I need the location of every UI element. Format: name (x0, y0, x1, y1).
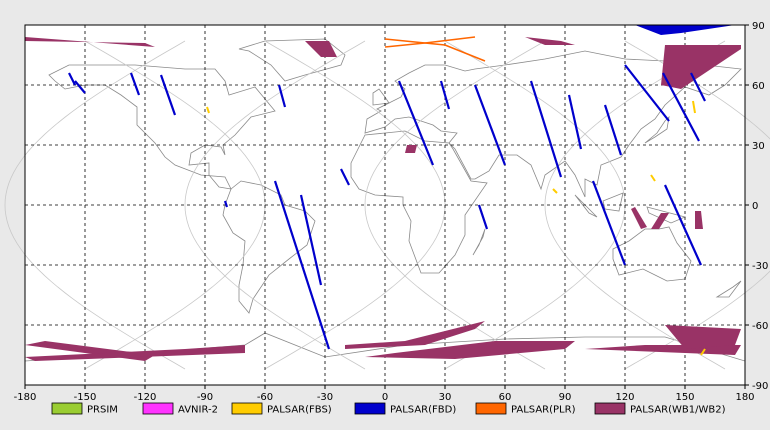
swath-wb (661, 45, 741, 89)
y-tick-label: 60 (752, 81, 765, 92)
y-tick-label: 0 (752, 201, 758, 212)
swath-wb (631, 207, 647, 229)
swath-fbd (662, 72, 700, 142)
y-tick-label: -60 (752, 321, 768, 332)
swath-fbd (397, 80, 435, 166)
orbit-track (184, 40, 366, 370)
swath-fbd (567, 94, 583, 150)
swath-fbd (439, 80, 451, 110)
legend-label: PALSAR(FBD) (390, 405, 456, 416)
swath-fbd (635, 25, 735, 35)
coastline-outline (646, 206, 687, 224)
swath-fbd (74, 80, 86, 94)
coastline-outline (472, 228, 486, 256)
orbit-track (364, 40, 546, 370)
x-tick-label: 90 (559, 392, 572, 403)
coastline-outline (238, 38, 346, 82)
x-tick-label: -30 (317, 392, 333, 403)
orbit-track (544, 40, 726, 370)
coastline-outline (715, 280, 742, 298)
legend-label: AVNIR-2 (178, 405, 218, 416)
swath-fbd (159, 74, 177, 116)
swath-fbd (477, 204, 489, 230)
swath-fbd (299, 194, 323, 286)
swath-fbd (129, 72, 141, 96)
swath-wb (695, 211, 703, 229)
coastline-outline (350, 130, 488, 274)
swath-fbd (473, 84, 507, 166)
swath-fbd (273, 180, 331, 350)
coastline-outline (602, 192, 624, 212)
legend-swatch (475, 402, 507, 415)
swath-fbd (624, 64, 670, 122)
swath-fbd (690, 72, 706, 102)
legend-swatch (142, 402, 174, 415)
coastline-outline (222, 180, 316, 314)
legend-label: PALSAR(FBS) (267, 405, 332, 416)
x-tick-label: 60 (499, 392, 512, 403)
legend-swatch (594, 402, 626, 415)
x-tick-label: -180 (14, 392, 37, 403)
swath-fbd (340, 168, 350, 186)
longitude-axis: -180 -150 -120 -90 -60 -30 0 30 60 90 120 150 180 (14, 385, 755, 403)
observation-swaths (25, 25, 741, 361)
swath-fbs (700, 348, 706, 356)
x-tick-label: 0 (382, 392, 388, 403)
legend-label: PALSAR(WB1/WB2) (630, 405, 726, 416)
y-tick-label: 30 (752, 141, 765, 152)
swath-plr (384, 36, 476, 48)
coastline-outline (574, 194, 598, 218)
coastline-outline (644, 115, 670, 144)
swath-fbs (650, 174, 656, 182)
orbit-track (624, 40, 770, 370)
x-tick-label: 120 (615, 392, 634, 403)
swath-fbs (692, 100, 696, 114)
swath-wb (525, 37, 575, 45)
swath-wb (665, 325, 741, 349)
legend-swatch (231, 402, 263, 415)
legend-label: PALSAR(PLR) (511, 405, 576, 416)
swath-wb (365, 341, 575, 359)
swath-wb (25, 37, 155, 47)
y-tick-label: -30 (752, 261, 768, 272)
orbit-track (4, 40, 186, 370)
swath-fbs (552, 188, 558, 194)
x-tick-label: 180 (735, 392, 754, 403)
swath-fbd (591, 180, 627, 266)
swath-wb (651, 213, 669, 229)
x-tick-label: -150 (74, 392, 97, 403)
swath-fbd (223, 200, 229, 208)
legend-swatch (354, 402, 386, 415)
x-tick-label: 30 (439, 392, 452, 403)
x-tick-label: -90 (197, 392, 213, 403)
swath-wb (25, 345, 245, 361)
swath-fbd (277, 84, 287, 108)
legend-swatch (51, 402, 83, 415)
y-tick-label: 90 (752, 21, 765, 32)
latitude-axis: 90 60 30 0 -30 -60 -90 (745, 21, 768, 392)
coastline-outline (612, 226, 692, 282)
swath-fbd (663, 184, 703, 266)
swath-wb (305, 41, 337, 57)
x-tick-label: 150 (675, 392, 694, 403)
legend: PRSIM AVNIR-2 PALSAR(FBS) PALSAR(FBD) PALSAR… (51, 402, 726, 416)
coastline-outline (48, 64, 276, 190)
coastline-outline (364, 50, 742, 198)
swath-wb (405, 145, 417, 153)
swath-fbd (529, 80, 563, 178)
swath-fbs (206, 106, 210, 114)
swath-fbd (68, 72, 76, 86)
swath-fbd (603, 104, 623, 156)
y-tick-label: -90 (752, 381, 768, 392)
legend-label: PRSIM (87, 405, 118, 416)
coastline-outline (372, 88, 390, 106)
swath-plr (384, 38, 486, 62)
swath-wb (345, 321, 485, 349)
x-tick-label: -60 (257, 392, 273, 403)
x-tick-label: -120 (134, 392, 157, 403)
